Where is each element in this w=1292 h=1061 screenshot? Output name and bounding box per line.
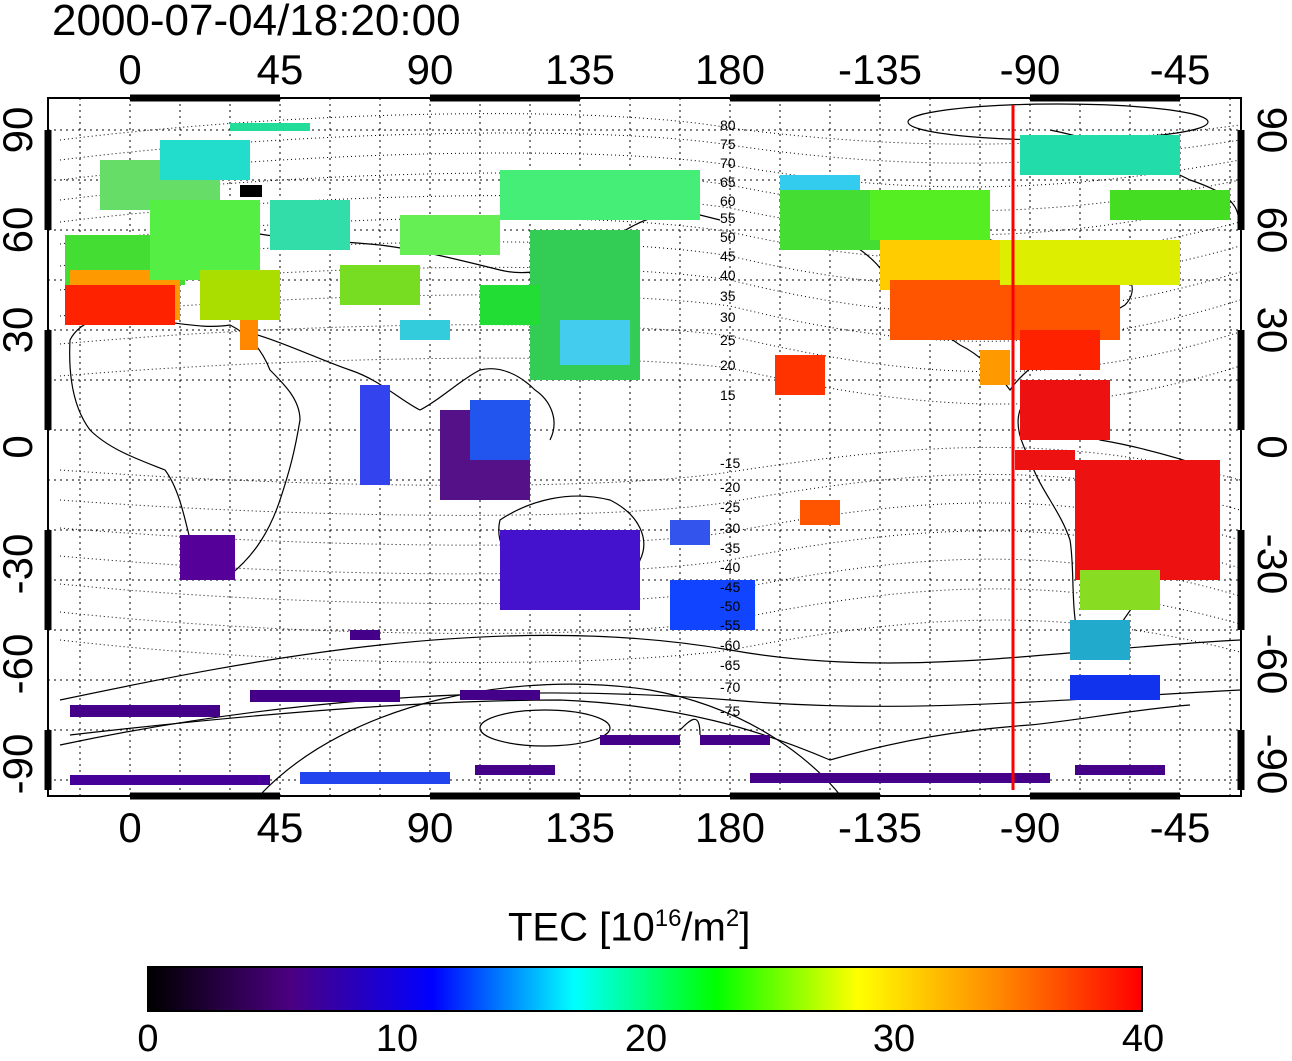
colorbar-tick: 40	[1121, 1018, 1165, 1060]
right-tick: 30	[1249, 307, 1292, 354]
colorbar-title-exp2: 2	[725, 905, 740, 932]
colorbar-tick: 20	[624, 1018, 668, 1060]
top-axis: 0 45 90 135 180 -135 -90 -45	[118, 46, 1210, 93]
contour-label: 65	[720, 174, 736, 190]
left-tick: 0	[0, 435, 41, 458]
contour-label: 40	[720, 267, 736, 283]
contour-label: 15	[720, 387, 736, 403]
left-tick: -30	[0, 534, 41, 595]
top-tick: 180	[695, 46, 765, 93]
contour-label: 75	[720, 136, 736, 152]
right-tick: -30	[1249, 534, 1292, 595]
bottom-axis: 0 45 90 135 180 -135 -90 -45	[118, 804, 1210, 851]
left-tick: -60	[0, 634, 41, 695]
colorbar-title-suffix: ]	[739, 905, 751, 950]
bottom-tick: 0	[118, 804, 141, 851]
bottom-tick: 90	[407, 804, 454, 851]
colorbar-title-exp1: 16	[654, 905, 682, 932]
map-timestamp-title: 2000-07-04/18:20:00	[52, 0, 461, 45]
contour-label: -65	[720, 657, 740, 673]
contour-label: -75	[720, 703, 740, 719]
top-tick: -45	[1150, 46, 1211, 93]
contour-label: -40	[720, 559, 740, 575]
bottom-tick: -135	[838, 804, 922, 851]
tec-colorbar	[147, 966, 1143, 1012]
contour-label: -20	[720, 479, 740, 495]
colorbar-title-prefix: TEC [10	[508, 905, 655, 950]
contour-label: -50	[720, 598, 740, 614]
right-axis: 90 60 30 0 -30 -60 -90	[1249, 107, 1292, 795]
top-tick: 90	[407, 46, 454, 93]
colorbar-tick: 30	[872, 1018, 916, 1060]
right-tick: 90	[1249, 107, 1292, 154]
right-tick: -90	[1249, 734, 1292, 795]
contour-label: 25	[720, 332, 736, 348]
tec-world-map: 80 75 70 65 60 55 50 45 40 35 30 25 20 1…	[0, 46, 1292, 851]
top-tick: 135	[545, 46, 615, 93]
left-axis: 90 60 30 0 -30 -60 -90	[0, 107, 41, 795]
contour-label: 45	[720, 248, 736, 264]
contour-label: 50	[720, 229, 736, 245]
right-tick: 0	[1249, 435, 1292, 458]
contour-label: -35	[720, 540, 740, 556]
contour-label: -15	[720, 455, 740, 471]
contour-label: -25	[720, 499, 740, 515]
tec-data-patches	[65, 123, 1230, 785]
frame-bars	[44, 94, 1245, 800]
contour-label: 70	[720, 155, 736, 171]
contour-label: 30	[720, 309, 736, 325]
right-tick: -60	[1249, 634, 1292, 695]
colorbar-tick: 10	[375, 1018, 419, 1060]
top-tick: -90	[1000, 46, 1061, 93]
left-tick: 30	[0, 307, 41, 354]
colorbar-title-mid: /m	[681, 905, 726, 950]
contour-label: 20	[720, 357, 736, 373]
contour-label: 60	[720, 193, 736, 209]
contour-label: -55	[720, 617, 740, 633]
contour-label: -60	[720, 637, 740, 653]
bottom-tick: -45	[1150, 804, 1211, 851]
contour-label: -45	[720, 579, 740, 595]
top-tick: -135	[838, 46, 922, 93]
contour-label: 35	[720, 288, 736, 304]
colorbar-tick: 0	[137, 1018, 159, 1060]
bottom-tick: 45	[257, 804, 304, 851]
bottom-tick: 135	[545, 804, 615, 851]
contour-label: -70	[720, 679, 740, 695]
contour-label: 55	[720, 210, 736, 226]
solid-contours	[59, 103, 1241, 796]
left-tick: 90	[0, 107, 41, 154]
top-tick: 0	[118, 46, 141, 93]
left-tick: 60	[0, 207, 41, 254]
bottom-tick: -90	[1000, 804, 1061, 851]
contour-label: -30	[720, 520, 740, 536]
contour-label: 80	[720, 117, 736, 133]
right-tick: 60	[1249, 207, 1292, 254]
colorbar-title: TEC [1016/m2]	[508, 905, 750, 950]
contour-labels: 80 75 70 65 60 55 50 45 40 35 30 25 20 1…	[720, 117, 740, 719]
bottom-tick: 180	[695, 804, 765, 851]
top-tick: 45	[257, 46, 304, 93]
left-tick: -90	[0, 734, 41, 795]
